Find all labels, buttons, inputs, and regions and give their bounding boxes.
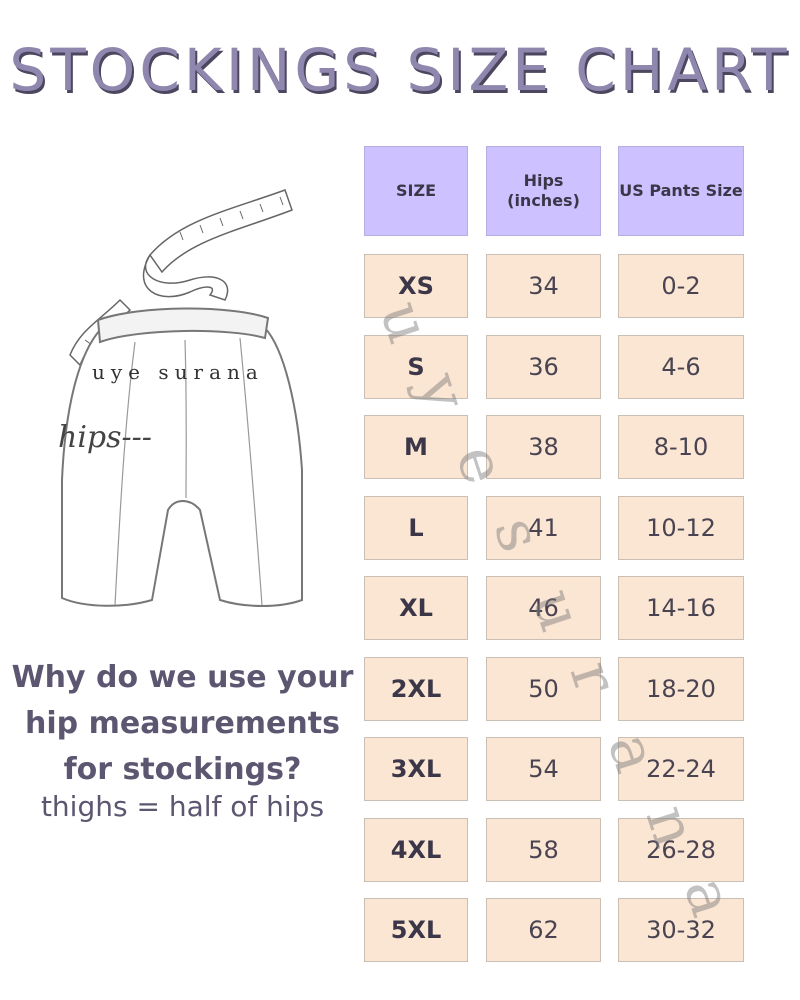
- size-cell: S: [364, 334, 468, 399]
- hips-cell: 38: [486, 415, 601, 479]
- info-answer: thighs = half of hips: [40, 790, 325, 823]
- hips-cell: 46: [486, 576, 601, 640]
- hips-cell: 34: [486, 254, 601, 318]
- hips-cell: 41: [486, 495, 601, 560]
- hips-cell: 54: [486, 737, 601, 801]
- pants-cell: 4-6: [618, 334, 744, 399]
- pants-cell: 10-12: [618, 495, 744, 560]
- header-size: SIZE: [364, 146, 468, 236]
- size-cell: XS: [364, 254, 468, 318]
- pants-cell: 18-20: [618, 656, 744, 721]
- hips-cell: 62: [486, 898, 601, 962]
- hips-cell: 58: [486, 817, 601, 882]
- size-cell: XL: [364, 576, 468, 640]
- size-cell: 4XL: [364, 817, 468, 882]
- pants-cell: 0-2: [618, 254, 744, 318]
- info-question: Why do we use your hip measurements for …: [10, 655, 355, 793]
- question-line: hip measurements: [25, 706, 340, 741]
- pants-cell: 26-28: [618, 817, 744, 882]
- hips-cell: 50: [486, 656, 601, 721]
- shorts-illustration: [61, 189, 303, 607]
- shorts-body: [61, 326, 303, 607]
- size-cell: M: [364, 415, 468, 479]
- pants-cell: 30-32: [618, 898, 744, 962]
- question-line: for stockings?: [63, 752, 302, 787]
- size-cell: 2XL: [364, 656, 468, 721]
- pants-cell: 22-24: [618, 737, 744, 801]
- size-cell: L: [364, 495, 468, 560]
- hips-label: hips---: [58, 420, 152, 455]
- pants-cell: 8-10: [618, 415, 744, 479]
- brand-label: uye surana: [92, 360, 264, 384]
- header-us-pants: US Pants Size: [618, 146, 744, 236]
- page-title: STOCKINGS SIZE CHART: [9, 36, 791, 104]
- size-cell: 3XL: [364, 737, 468, 801]
- size-cell: 5XL: [364, 898, 468, 962]
- hips-cell: 36: [486, 334, 601, 399]
- header-hips: Hips (inches): [486, 146, 601, 236]
- question-line: Why do we use your: [11, 660, 354, 695]
- pants-cell: 14-16: [618, 576, 744, 640]
